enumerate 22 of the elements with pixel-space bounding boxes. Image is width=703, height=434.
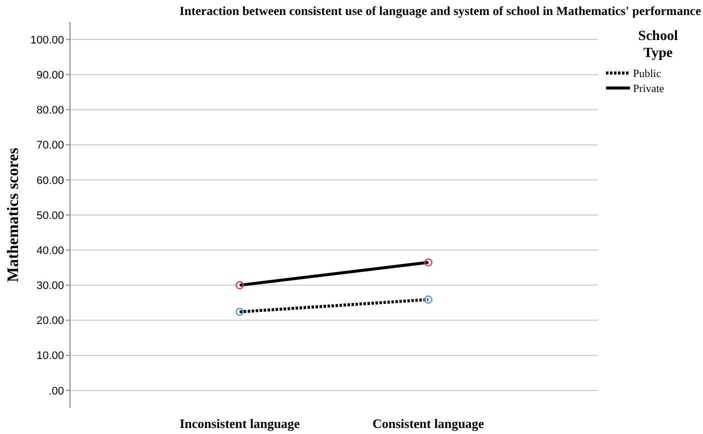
y-tick-label: 90.00 (36, 69, 64, 82)
y-tick-label: 60.00 (36, 174, 64, 187)
y-tick-label: 100.00 (30, 34, 64, 46)
point (236, 308, 244, 316)
y-tick-label: 70.00 (36, 140, 64, 152)
point (424, 295, 432, 304)
legend-title: School Type (638, 29, 678, 61)
y-tick-label: 30.00 (36, 280, 64, 292)
point (424, 258, 432, 267)
point (236, 281, 244, 290)
y-tick-label: .00 (48, 385, 64, 398)
y-tick-label: 80.00 (36, 104, 64, 117)
y-tick-label: 10.00 (36, 350, 64, 362)
x-tick-label: Consistent language (372, 416, 484, 431)
legend-label: Public (633, 68, 662, 80)
x-tick-label: Inconsistent language (180, 416, 300, 431)
y-tick-label: 40.00 (36, 244, 64, 257)
legend-label: Private (633, 82, 664, 95)
y-axis-title: Mathematics scores (5, 148, 22, 282)
chart-title: Interaction between consistent use of language and system of school in Mathematics' performance (180, 4, 702, 18)
y-tick-label: 20.00 (36, 315, 64, 328)
y-tick-label: 50.00 (36, 210, 64, 222)
